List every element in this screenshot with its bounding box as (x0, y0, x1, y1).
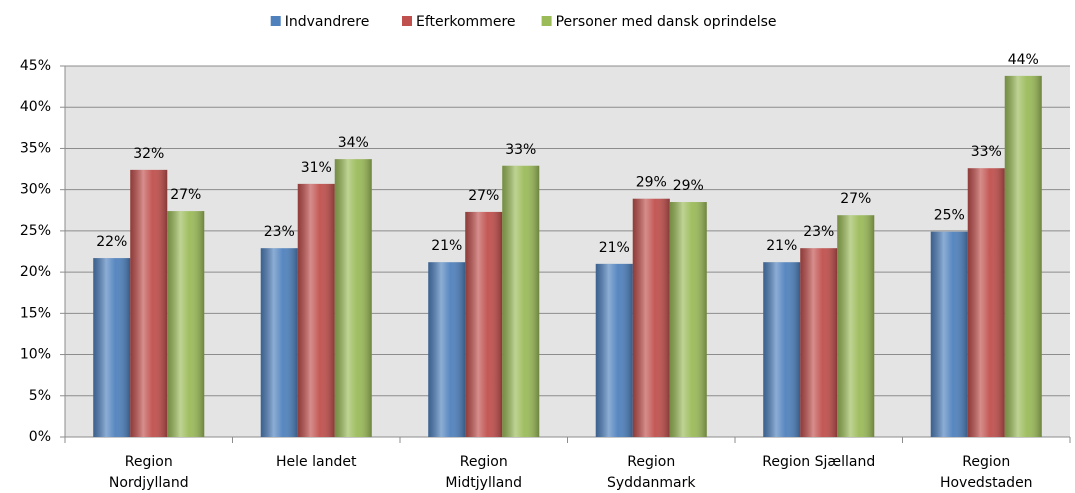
bar-shine (930, 231, 968, 437)
value-label: 27% (170, 187, 201, 203)
value-label: 25% (934, 208, 965, 224)
x-tick-label: Region Hovedstaden (939, 454, 1033, 491)
value-label: 23% (264, 224, 295, 240)
bar-shine (1004, 75, 1042, 437)
bar-shine (465, 211, 503, 437)
y-tick-label: 25% (20, 223, 51, 239)
value-label: 31% (301, 160, 332, 176)
bar-shine (260, 248, 298, 437)
bar-shine (837, 215, 875, 437)
bar-shine (967, 168, 1005, 437)
x-tick-label: Hele landet (276, 454, 357, 470)
bar-shine (334, 159, 372, 437)
value-label: 21% (766, 238, 797, 254)
x-tick-label: Region Syddanmark (607, 454, 696, 491)
legend-label: Indvandrere (285, 14, 370, 30)
bar-shine (763, 262, 801, 437)
value-label: 21% (431, 238, 462, 254)
y-tick-label: 5% (29, 388, 51, 404)
y-tick-label: 35% (20, 140, 51, 156)
bar-shine (595, 263, 633, 437)
y-tick-label: 10% (20, 347, 51, 363)
x-tick-label: Region Sjælland (762, 454, 876, 470)
bar-shine (632, 198, 670, 437)
bar-shine (800, 248, 838, 437)
bar-shine (428, 262, 466, 437)
y-tick-label: 15% (20, 305, 51, 321)
value-label: 27% (468, 188, 499, 204)
y-tick-label: 0% (29, 429, 51, 445)
plot-area (65, 66, 1070, 437)
y-tick-label: 45% (20, 58, 51, 74)
value-label: 33% (505, 142, 536, 158)
value-label: 33% (971, 144, 1002, 160)
y-tick-label: 20% (20, 264, 51, 280)
legend-swatch (402, 16, 412, 26)
y-tick-label: 40% (20, 99, 51, 115)
y-tick-label: 30% (20, 182, 51, 198)
value-label: 32% (133, 146, 164, 162)
bar-shine (93, 258, 131, 437)
legend-swatch (270, 16, 281, 26)
legend-swatch (541, 16, 552, 26)
value-label: 23% (803, 224, 834, 240)
value-label: 27% (840, 191, 871, 207)
value-label: 21% (599, 240, 630, 256)
value-label: 29% (673, 178, 704, 194)
value-label: 22% (96, 234, 127, 250)
value-label: 29% (636, 175, 667, 191)
bar-shine (297, 183, 335, 437)
bar-shine (167, 211, 205, 437)
bar-shine (130, 169, 168, 437)
bar-shine (502, 165, 540, 437)
x-tick-label: Region Midtjylland (445, 454, 523, 491)
legend-label: Efterkommere (416, 14, 516, 30)
x-tick-label: Region Nordjylland (108, 454, 189, 491)
value-label: 44% (1008, 52, 1039, 68)
value-label: 34% (338, 135, 369, 151)
bar-shine (669, 202, 707, 437)
legend-label: Personer med dansk oprindelse (556, 14, 777, 30)
